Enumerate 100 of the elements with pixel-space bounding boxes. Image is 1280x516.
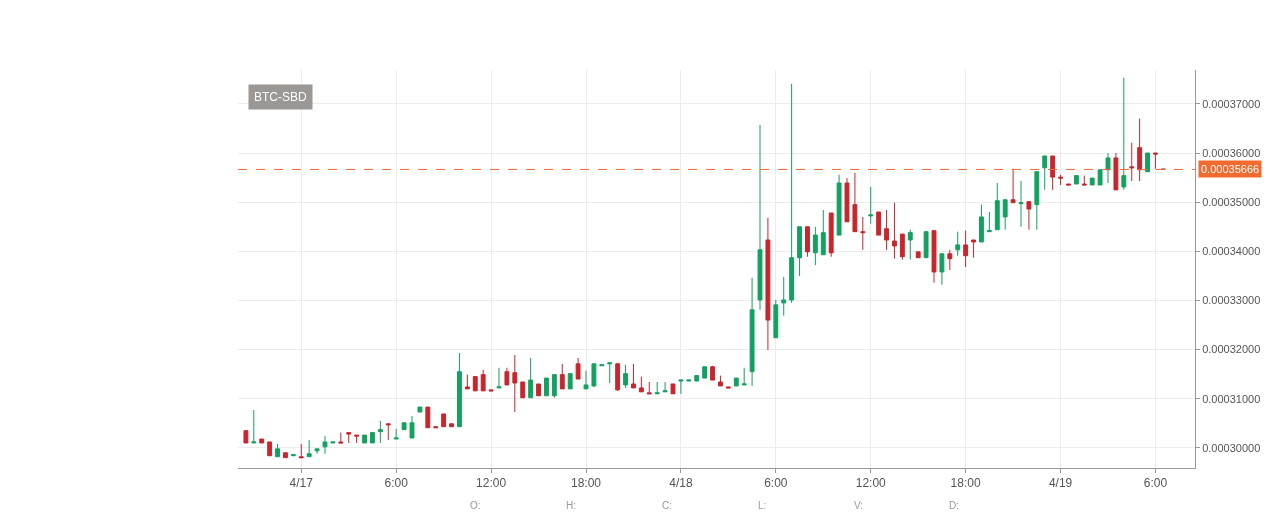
candlestick <box>1137 118 1143 182</box>
candlestick <box>907 229 913 261</box>
candlestick <box>662 381 668 393</box>
candlestick <box>828 212 834 258</box>
candlestick <box>899 233 905 261</box>
candlestick <box>797 226 802 277</box>
candlestick <box>868 186 874 225</box>
candlestick <box>251 409 257 444</box>
candlestick <box>955 231 961 257</box>
candlestick <box>1058 174 1063 186</box>
candlestick <box>464 374 470 390</box>
x-tick-label: 6:00 <box>764 476 788 491</box>
candlestick <box>686 379 692 382</box>
candlestick <box>377 420 383 444</box>
text: V: <box>854 500 864 511</box>
candlestick <box>805 226 810 258</box>
candlestick <box>449 423 454 428</box>
candlestick <box>963 230 969 268</box>
candlestick <box>306 439 312 458</box>
candlestick <box>1034 171 1040 231</box>
candlestick <box>836 174 842 236</box>
text: O: <box>470 500 481 511</box>
candlestick <box>718 375 723 387</box>
x-tick-label: 4/17 <box>289 476 314 491</box>
candlestick <box>670 383 676 395</box>
x-tick-label: 12:00 <box>855 476 887 491</box>
candlestick <box>654 381 660 395</box>
candlestick <box>591 363 597 388</box>
candlestick <box>939 253 945 286</box>
candlestick <box>243 430 249 444</box>
candlestick <box>283 452 288 459</box>
candlestick <box>433 426 439 429</box>
candlestick <box>947 249 953 271</box>
y-tick-label: 0.00030000 <box>1202 441 1261 454</box>
candlestick <box>401 422 407 431</box>
x-tick-label: 6:00 <box>384 476 409 491</box>
text: L: <box>758 500 767 511</box>
ref-line-label: 0.00035666 <box>1201 163 1260 175</box>
candlestick <box>741 367 747 386</box>
candlestick <box>1066 183 1071 186</box>
candlestick <box>884 209 889 251</box>
candlestick <box>441 413 447 428</box>
candlestick <box>615 362 621 392</box>
candlestick <box>923 231 929 259</box>
candlestick <box>488 389 494 392</box>
text: BTC-SBD <box>254 90 307 104</box>
candlestick <box>457 352 462 428</box>
candlestick <box>607 362 613 384</box>
candlestick <box>370 432 375 444</box>
candlestick <box>259 438 265 444</box>
candlestick <box>994 182 1000 231</box>
candlestick <box>1145 152 1150 173</box>
candlestick <box>520 381 526 399</box>
candlestick <box>646 381 652 395</box>
candlestick <box>583 370 589 390</box>
text: H: <box>566 500 576 511</box>
candlestick <box>852 172 858 233</box>
candlestick <box>1097 169 1103 186</box>
candlestick <box>472 376 478 392</box>
candlestick <box>536 383 541 397</box>
candlestick <box>551 374 557 399</box>
candlestick <box>986 211 992 233</box>
candlestick <box>417 406 423 413</box>
candlestick <box>1073 175 1079 185</box>
candlestick <box>1010 168 1016 204</box>
candlestick <box>1089 177 1095 186</box>
candlestick <box>979 204 984 243</box>
candlestick <box>330 441 336 444</box>
candlestick <box>789 83 795 304</box>
x-tick-label: 18:00 <box>570 476 602 491</box>
text: D: <box>949 500 959 511</box>
candlestick <box>338 432 344 444</box>
candlestick <box>733 377 739 387</box>
candlestick <box>757 124 763 311</box>
candlestick <box>678 379 684 395</box>
candlestick <box>773 299 779 339</box>
x-tick-label: 6:00 <box>1143 476 1168 491</box>
candlestick <box>915 251 921 259</box>
candlestick <box>528 357 534 399</box>
candlestick <box>876 211 882 236</box>
candlestick <box>267 441 273 457</box>
x-tick-label: 4/18 <box>669 476 693 491</box>
candlestick <box>1153 152 1158 170</box>
candlestick <box>425 406 431 429</box>
y-tick-label: 0.00037000 <box>1202 97 1261 110</box>
candlestick <box>393 428 399 440</box>
candlestick <box>725 386 731 389</box>
candlestick <box>275 443 280 458</box>
candlestick <box>346 432 352 444</box>
candlestick <box>702 366 708 379</box>
y-tick-label: 0.00035000 <box>1202 196 1261 209</box>
candlestick <box>322 435 328 455</box>
candlestick <box>354 434 360 444</box>
candlestick <box>575 357 581 380</box>
candlestick <box>496 367 502 389</box>
candlestick <box>512 354 518 413</box>
candlestick <box>1042 155 1048 191</box>
candlestick <box>290 454 296 457</box>
text: C: <box>662 500 672 511</box>
candlestick <box>638 376 644 393</box>
